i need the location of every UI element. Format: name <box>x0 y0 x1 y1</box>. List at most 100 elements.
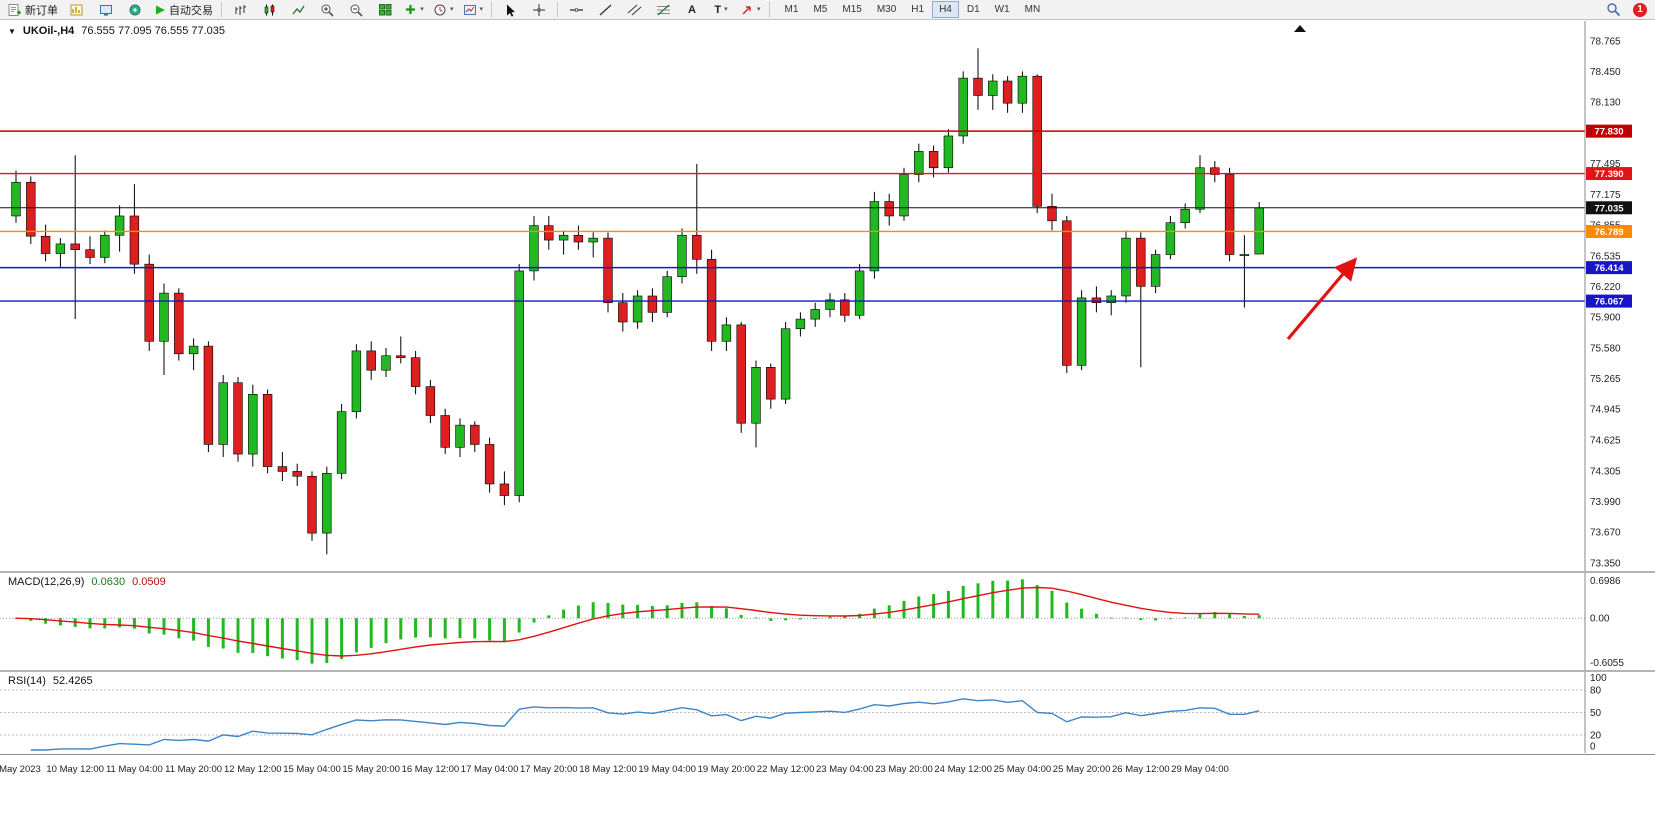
time-axis-label: 19 May 04:00 <box>638 764 696 775</box>
time-axis-label: 24 May 12:00 <box>934 764 992 775</box>
svg-text:100: 100 <box>1590 673 1607 684</box>
tile-windows-icon <box>378 3 391 15</box>
horizontal-line-76.414[interactable]: 76.414 <box>0 261 1632 275</box>
timeframe-d1-button[interactable]: D1 <box>966 4 980 15</box>
timeframe-m30-button[interactable]: M30 <box>876 4 897 15</box>
svg-text:77.035: 77.035 <box>1594 203 1624 214</box>
periods-button[interactable]: ▾ <box>429 0 458 20</box>
arrows-tool-dropdown-caret[interactable]: ▾ <box>757 6 761 13</box>
time-axis-label: 15 May 04:00 <box>283 764 341 775</box>
horizontal-line-77.035[interactable]: 77.035 <box>0 201 1632 215</box>
time-axis-label: 17 May 04:00 <box>460 764 519 775</box>
horizontal-line-77.830[interactable]: 77.830 <box>0 124 1632 138</box>
svg-text:76.789: 76.789 <box>1594 227 1623 238</box>
new-order-button[interactable]: 新订单 <box>4 0 62 20</box>
macd-title: MACD(12,26,9) 0.0630 0.0509 <box>8 576 166 588</box>
indicators-icon <box>406 5 416 14</box>
zoom-out-icon <box>350 4 363 17</box>
crosshair-tool-button[interactable] <box>525 0 553 20</box>
horizontal-line-tool-button[interactable] <box>562 0 590 20</box>
timeframe-m1-button[interactable]: M1 <box>784 4 799 15</box>
chart-shift-marker[interactable] <box>1294 25 1306 32</box>
trendline-tool-button[interactable] <box>591 0 619 20</box>
macd-panel[interactable]: 0.6986 0.00 -0.6055 <box>0 573 1655 670</box>
time-axis-label: 25 May 20:00 <box>1052 764 1111 775</box>
profiles-button[interactable] <box>92 0 120 20</box>
indicators-dropdown-caret[interactable]: ▾ <box>420 6 424 13</box>
candlestick-mode-button[interactable] <box>255 0 283 20</box>
svg-text:-0.6055: -0.6055 <box>1590 658 1624 669</box>
svg-text:80: 80 <box>1590 686 1602 697</box>
label-tool-button[interactable]: T ▾ <box>707 0 735 20</box>
time-axis-label: 9 May 2023 <box>0 764 41 775</box>
time-axis-label: 18 May 12:00 <box>579 764 637 775</box>
timeframe-mn-button[interactable]: MN <box>1024 4 1041 15</box>
channel-tool-button[interactable] <box>620 0 648 20</box>
timeframe-m15-button[interactable]: M15 <box>842 4 862 15</box>
text-tool-icon: A <box>688 3 696 16</box>
chart-title: ▼ UKOil-,H4 76.555 77.095 76.555 77.035 <box>8 25 225 37</box>
chart-symbol-period: UKOil-,H4 <box>22 25 75 37</box>
time-axis-label: 22 May 12:00 <box>756 764 815 775</box>
time-axis-label: 29 May 04:00 <box>1171 764 1229 775</box>
zoom-in-button[interactable] <box>313 0 341 20</box>
svg-text:50: 50 <box>1590 708 1602 719</box>
search-button[interactable] <box>1599 0 1627 20</box>
bar-chart-mode-button[interactable] <box>226 0 254 20</box>
line-chart-mode-button[interactable] <box>284 0 312 20</box>
rsi-scale-labels[interactable]: 100 80 50 200 <box>1590 673 1607 753</box>
svg-text:77.830: 77.830 <box>1594 127 1623 138</box>
macd-scale-labels[interactable]: 0.6986 0.00 -0.6055 <box>1590 576 1624 669</box>
collapse-arrow-icon[interactable]: ▼ <box>8 26 16 36</box>
timeframe-h1-button[interactable]: H1 <box>911 4 925 15</box>
templates-dropdown-caret[interactable]: ▾ <box>479 6 484 13</box>
svg-text:77.495: 77.495 <box>1590 159 1621 170</box>
macd-signal-value: 0.0509 <box>132 576 166 588</box>
macd-label: MACD(12,26,9) <box>8 576 85 588</box>
timeframe-h4-button[interactable]: H4 <box>932 1 959 18</box>
periods-dropdown-caret[interactable]: ▾ <box>450 6 454 13</box>
svg-text:74.945: 74.945 <box>1590 405 1621 416</box>
svg-text:77.175: 77.175 <box>1590 190 1621 201</box>
new-order-icon <box>8 3 21 16</box>
auto-trading-button[interactable]: 自动交易 <box>150 0 217 20</box>
price-tag-77.035 <box>1586 201 1632 215</box>
candlestick-series <box>11 48 1264 555</box>
cursor-icon <box>507 4 516 17</box>
line-chart-icon <box>291 5 305 14</box>
timeframe-w1-button[interactable]: W1 <box>994 4 1010 15</box>
price-chart-panel[interactable]: 78.76578.45078.13077.81077.49577.17576.8… <box>0 21 1655 571</box>
tile-windows-button[interactable] <box>371 0 399 20</box>
time-axis-label: 15 May 20:00 <box>342 764 400 775</box>
macd-main-value: 0.0630 <box>91 576 126 588</box>
new-chart-button[interactable] <box>63 0 91 20</box>
panel-separator[interactable] <box>0 670 1655 672</box>
search-icon <box>1606 3 1620 17</box>
market-watch-button[interactable] <box>121 0 149 20</box>
svg-text:76.220: 76.220 <box>1590 282 1621 293</box>
fibonacci-tool-button[interactable] <box>649 0 677 20</box>
notification-count: 1 <box>1637 4 1643 15</box>
notification-badge[interactable]: 1 <box>1633 2 1647 17</box>
arrows-tool-button[interactable]: ▾ <box>736 0 765 20</box>
new-chart-icon <box>70 4 83 15</box>
panel-separator[interactable] <box>0 571 1655 573</box>
text-tool-button[interactable]: A <box>678 0 706 20</box>
indicators-button[interactable]: ▾ <box>400 0 428 20</box>
horizontal-line-77.390[interactable]: 77.390 <box>0 167 1632 181</box>
price-tag-76.067 <box>1586 294 1632 308</box>
timeframe-m5-button[interactable]: M5 <box>813 4 828 15</box>
svg-text:73.350: 73.350 <box>1590 558 1621 569</box>
horizontal-line-76.067[interactable]: 76.067 <box>0 294 1632 308</box>
bar-chart-icon <box>235 4 246 15</box>
label-tool-dropdown-caret[interactable]: ▾ <box>724 6 728 13</box>
rsi-panel[interactable]: 100 80 50 200 <box>0 672 1655 753</box>
horizontal-line-76.789[interactable]: 76.789 <box>0 224 1632 238</box>
arrow-annotation[interactable] <box>1286 257 1358 341</box>
zoom-out-button[interactable] <box>342 0 370 20</box>
price-tag-77.390 <box>1586 167 1632 181</box>
cursor-tool-button[interactable] <box>496 0 524 20</box>
templates-button[interactable]: ▾ <box>459 0 488 20</box>
